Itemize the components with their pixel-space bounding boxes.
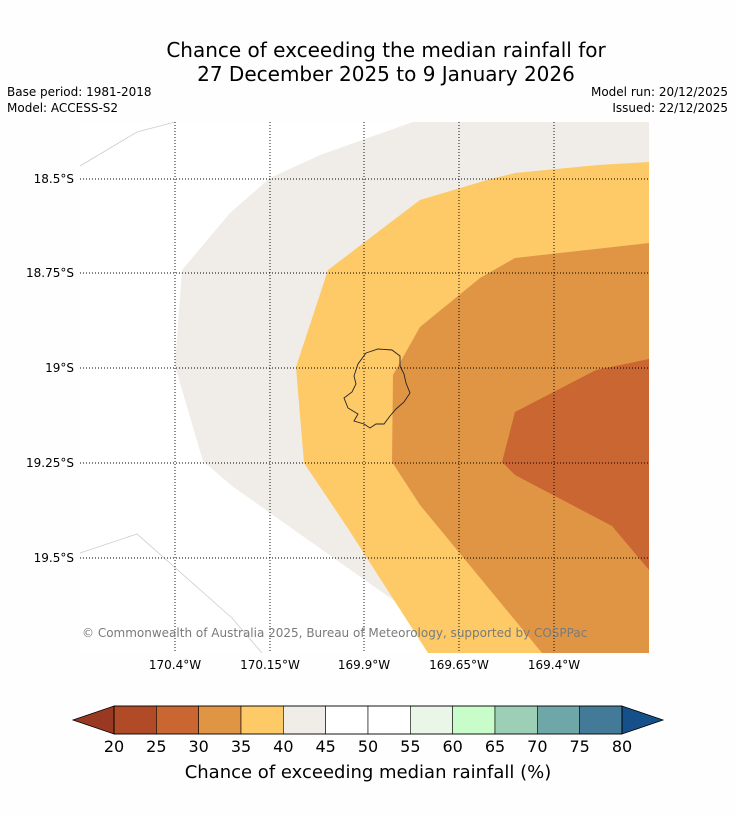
model-name: Model: ACCESS-S2 — [7, 101, 119, 115]
colorbar-cell — [537, 705, 580, 735]
colorbar-cell — [410, 705, 453, 735]
meta-right: Model run: 20/12/2025 Issued: 22/12/2025 — [591, 84, 728, 116]
lat-label: 19°S — [45, 361, 74, 375]
colorbar-cell — [156, 705, 199, 735]
model-run: Model run: 20/12/2025 — [590, 85, 728, 99]
forecast-regions — [175, 122, 649, 653]
colorbar-cell — [198, 705, 242, 735]
region-25-30 — [502, 359, 649, 570]
colorbar-cell — [240, 705, 284, 735]
colorbar-cell — [452, 705, 496, 735]
copyright-note: © Commonwealth of Australia 2025, Bureau… — [82, 626, 587, 640]
lat-label: 18.75°S — [26, 266, 74, 280]
colorbar-tick-label: 30 — [188, 737, 208, 756]
colorbar-tick-label: 55 — [400, 737, 420, 756]
title-line-1: Chance of exceeding the median rainfall … — [166, 38, 606, 62]
colorbar-cell — [113, 705, 157, 735]
colorbar-tick-label: 65 — [485, 737, 505, 756]
boundary-line-top — [79, 121, 176, 167]
base-period: Base period: 1981-2018 — [7, 85, 152, 99]
colorbar-high-extend — [621, 705, 665, 735]
colorbar-cell — [579, 705, 623, 735]
lon-label: 169.65°W — [429, 658, 489, 672]
lat-label: 19.25°S — [26, 456, 74, 470]
boundary-lines — [79, 121, 263, 654]
colorbar-tick-label: 45 — [315, 737, 335, 756]
gridlines — [80, 122, 649, 653]
colorbar-cell — [367, 705, 411, 735]
colorbar-tick-label: 60 — [442, 737, 462, 756]
colorbar-tick-label: 20 — [104, 737, 124, 756]
lon-label: 169.4°W — [528, 658, 580, 672]
lon-labels: 170.4°W 170.15°W 169.9°W 169.65°W 169.4°… — [149, 658, 580, 672]
colorbar-tick-label: 80 — [612, 737, 632, 756]
colorbar-title: Chance of exceeding median rainfall (%) — [185, 762, 552, 783]
colorbar-cell — [283, 705, 326, 735]
colorbar-cell — [325, 705, 369, 735]
colorbar-tick-label: 40 — [273, 737, 293, 756]
colorbar-tick-labels: 20 25 30 35 40 45 50 55 60 65 70 75 80 — [104, 737, 632, 756]
colorbar-frame — [113, 705, 623, 735]
meta-left: Base period: 1981-2018 Model: ACCESS-S2 — [7, 84, 152, 116]
chart-title: Chance of exceeding the median rainfall … — [0, 38, 736, 86]
lon-label: 169.9°W — [338, 658, 390, 672]
colorbar-tick-label: 50 — [358, 737, 378, 756]
boundary-line-bottom — [79, 533, 263, 654]
colorbar-low-extend — [71, 705, 115, 735]
lon-label: 170.15°W — [240, 658, 300, 672]
title-line-2: 27 December 2025 to 9 January 2026 — [197, 62, 575, 86]
colorbar-tick-label: 25 — [146, 737, 166, 756]
island-outline — [343, 348, 411, 429]
map-panel: 18.5°S 18.75°S 19°S 19.25°S 19.5°S 170.4… — [26, 121, 649, 672]
colorbar: 20 25 30 35 40 45 50 55 60 65 70 75 80 Chance of exc… — [71, 705, 665, 783]
colorbar-cell — [494, 705, 538, 735]
colorbar-tick-label: 75 — [569, 737, 589, 756]
lat-label: 19.5°S — [34, 551, 74, 565]
colorbar-cells — [113, 705, 623, 735]
issued-date: Issued: 22/12/2025 — [612, 101, 728, 115]
lat-label: 18.5°S — [34, 172, 74, 186]
colorbar-tick-label: 35 — [231, 737, 251, 756]
colorbar-tick-label: 70 — [527, 737, 547, 756]
lon-label: 170.4°W — [149, 658, 201, 672]
lat-labels: 18.5°S 18.75°S 19°S 19.25°S 19.5°S — [26, 172, 74, 565]
